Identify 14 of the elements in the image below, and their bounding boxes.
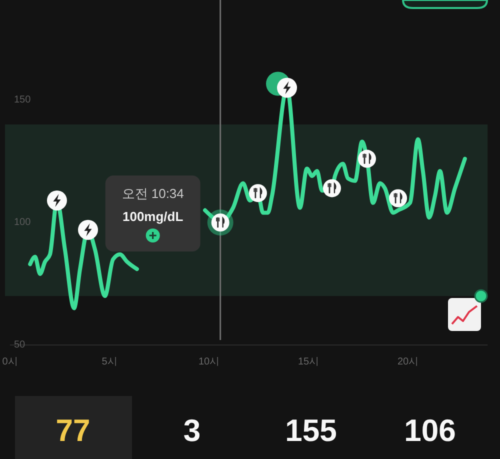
y-tick-label: 50 — [14, 340, 26, 350]
text: 77 — [56, 413, 90, 448]
x-tick-label: 5시 — [102, 356, 118, 368]
annotation: 오전 10:34 — [122, 186, 184, 201]
text: 155 — [285, 413, 337, 448]
x-tick-label: 15시 — [298, 356, 320, 368]
x-tick-label: 0시 — [2, 356, 18, 368]
text: 3 — [183, 413, 201, 448]
x-tick-label: 10시 — [198, 356, 220, 368]
text: 106 — [404, 413, 456, 448]
annotation: 100mg/dL — [122, 209, 184, 224]
x-tick-label: 20시 — [397, 356, 419, 368]
y-tick-label: 100 — [14, 217, 32, 228]
y-tick-label: 150 — [14, 94, 32, 106]
